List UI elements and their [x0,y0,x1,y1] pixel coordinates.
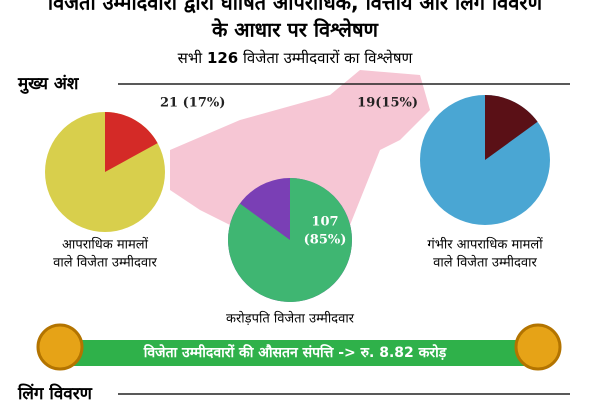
section-heading: लिंग विवरण [17,383,93,404]
coin-icon [36,323,84,371]
title: के आधार पर विश्लेषण [211,18,380,42]
pie-caption: वाले विजेता उम्मीदवार [53,255,157,271]
pie-slice [227,178,352,302]
pie-caption: वाले विजेता उम्मीदवार [433,255,537,271]
subtitle-text: सभी [178,49,204,67]
pie-slice [105,112,158,172]
subtitle-text: विजेता उम्मीदवारों का विश्लेषण [243,49,414,67]
pie-caption: आपराधिक मामलों [62,237,149,253]
total: 126 [207,49,238,67]
value-label: 21 (17%) [160,96,225,111]
section-heading: मुख्य अंश [17,74,80,94]
asset-text: विजेता उम्मीदवारों की औसतन संपत्ति -> रु… [143,344,447,361]
coin-icon [514,323,562,371]
asset-banner [62,340,530,366]
value-label: 19(15%) [357,96,418,111]
pie-caption: करोड़पति विजेता उम्मीदवार [226,311,355,327]
pie-caption: गंभीर आपराधिक मामलों [427,237,543,253]
title: विजेता उम्मीदवारों द्वारा घोषित आपराधिक,… [47,0,544,15]
value-label: 107 [311,215,338,230]
subtitle: सभी 126 विजेता उम्मीदवारों का विश्लेषण [178,49,414,67]
pie-slice [485,95,538,160]
value-label: (85%) [304,233,347,248]
